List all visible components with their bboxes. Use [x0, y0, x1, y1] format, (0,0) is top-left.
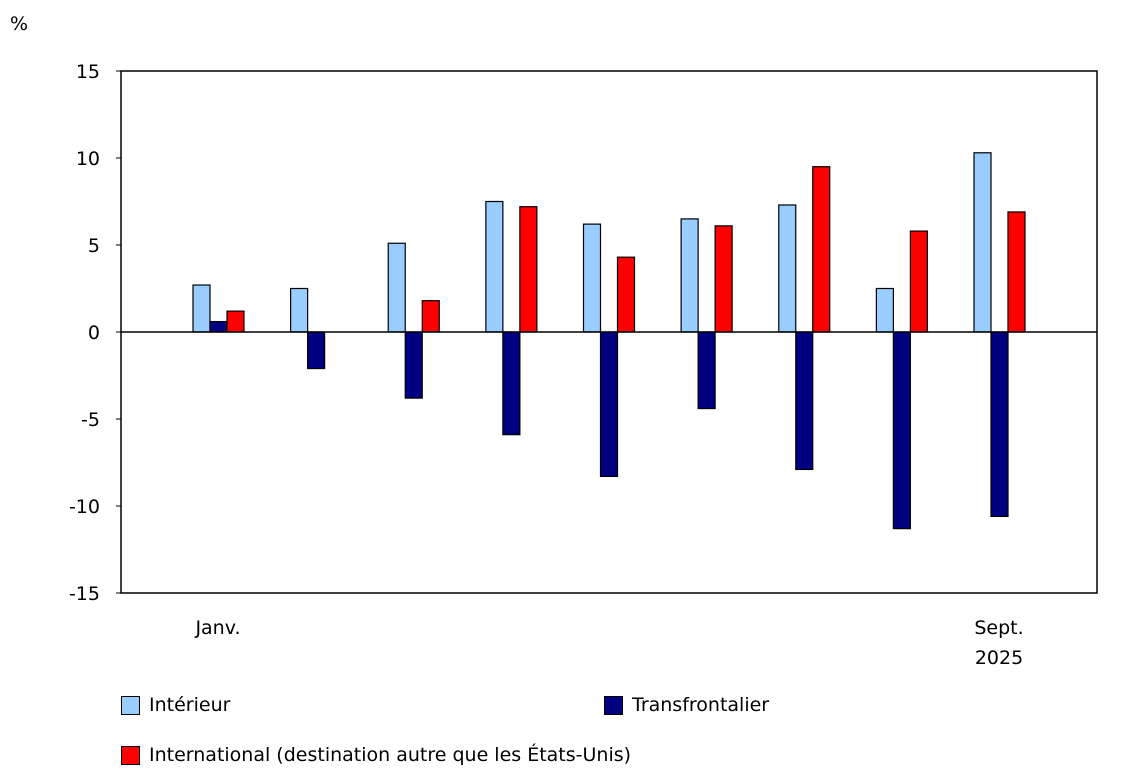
x-tick-label: Janv. [194, 617, 240, 639]
bar-0-1 [290, 287, 309, 333]
bar-0-2 [387, 242, 406, 333]
bar-0-4 [582, 223, 602, 333]
y-tick-label: -5 [81, 409, 100, 431]
bar-0-5 [680, 218, 699, 333]
bar-chart: % 15 10 5 0 -5 -10 -15 Janv. Sept. 2025 [10, 13, 1098, 669]
bar-0-6 [778, 204, 797, 333]
legend-swatch [121, 745, 140, 765]
bar-1-8 [990, 331, 1009, 518]
bar-0-7 [875, 287, 894, 333]
legend-item-international: International (destination autre que les… [121, 744, 631, 766]
bar-2-8 [1007, 211, 1026, 333]
legend-swatch [121, 695, 140, 715]
bar-2-7 [909, 230, 928, 333]
bar-1-0 [209, 320, 228, 333]
bar-1-7 [892, 331, 911, 530]
x-tick-label: Sept. [974, 617, 1023, 639]
legend-label: International (destination autre que les… [149, 744, 632, 766]
bar-2-0 [226, 310, 245, 333]
y-axis-label: % [10, 13, 28, 35]
y-tick-label: -15 [69, 583, 100, 605]
bar-1-5 [697, 331, 716, 410]
year-label: 2025 [975, 647, 1023, 669]
bar-0-8 [973, 152, 992, 333]
bar-2-5 [714, 225, 733, 333]
legend-item-interieur: Intérieur [121, 694, 230, 716]
bar-1-1 [307, 331, 326, 370]
legend-label: Transfrontalier [632, 694, 770, 716]
y-tick-label: 15 [76, 61, 100, 83]
y-tick-label: 0 [88, 322, 100, 344]
bar-2-6 [812, 166, 831, 333]
bar-2-2 [421, 300, 440, 333]
legend-swatch [604, 695, 623, 715]
bar-0-0 [192, 284, 211, 333]
legend-label: Intérieur [149, 694, 231, 716]
bar-1-6 [795, 331, 814, 471]
bar-1-4 [599, 331, 619, 478]
y-tick-label: 10 [76, 148, 100, 170]
bar-1-2 [404, 331, 423, 399]
bar-2-3 [519, 206, 538, 333]
y-tick-label: -10 [69, 496, 100, 518]
y-tick-label: 5 [88, 235, 100, 257]
bar-0-3 [485, 200, 504, 333]
legend-item-transfrontalier: Transfrontalier [604, 694, 769, 716]
bar-1-3 [502, 331, 521, 436]
bar-2-4 [616, 256, 636, 333]
